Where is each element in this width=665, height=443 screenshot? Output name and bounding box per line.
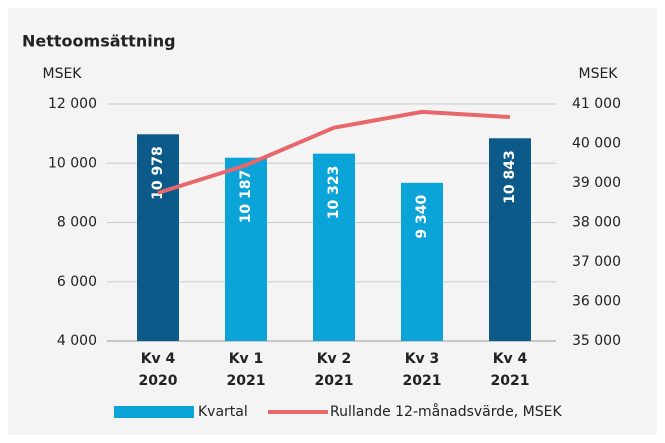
- chart-title: Nettoomsättning: [22, 32, 176, 51]
- x-tick-label: 2021: [403, 373, 442, 389]
- y-axis-label: MSEK: [43, 66, 83, 82]
- legend-label: Rullande 12-månadsvärde, MSEK: [330, 403, 562, 420]
- x-tick-label: Kv 1: [229, 351, 264, 367]
- y2-tick-label: 41 000: [572, 96, 621, 112]
- y-tick-label: 12 000: [48, 96, 97, 112]
- data-label: 10 978: [150, 146, 166, 200]
- data-label: 10 323: [326, 166, 342, 220]
- x-tick-label: Kv 4: [493, 351, 528, 367]
- y-tick-label: 4 000: [57, 333, 97, 349]
- bar: [489, 138, 531, 341]
- y2-axis-label: MSEK: [579, 66, 619, 82]
- line: [157, 109, 511, 195]
- x-tick-label: Kv 3: [405, 351, 440, 367]
- data-label: 9 340: [414, 195, 430, 239]
- bar: [313, 153, 355, 341]
- bar: [401, 182, 443, 341]
- bar: [225, 157, 267, 341]
- y2-tick-label: 38 000: [572, 215, 621, 231]
- data-label: 10 843: [502, 150, 518, 204]
- y2-tick-label: 37 000: [572, 254, 621, 270]
- bar: [137, 134, 179, 341]
- legend-label: Kvartal: [198, 404, 248, 420]
- y-tick-label: 10 000: [48, 155, 97, 171]
- y2-tick-label: 39 000: [572, 175, 621, 191]
- y2-tick-label: 40 000: [572, 136, 621, 152]
- y-tick-label: 8 000: [57, 215, 97, 231]
- legend-swatch: [114, 406, 194, 418]
- x-tick-label: 2021: [491, 373, 530, 389]
- y-tick-label: 6 000: [57, 274, 97, 290]
- x-tick-label: Kv 2: [317, 351, 352, 367]
- x-tick-label: 2021: [315, 373, 354, 389]
- x-tick-label: Kv 4: [141, 351, 176, 367]
- y2-tick-label: 35 000: [572, 333, 621, 349]
- data-label: 10 187: [238, 170, 254, 224]
- x-tick-label: 2020: [139, 373, 178, 389]
- x-tick-label: 2021: [227, 373, 266, 389]
- y2-tick-label: 36 000: [572, 294, 621, 310]
